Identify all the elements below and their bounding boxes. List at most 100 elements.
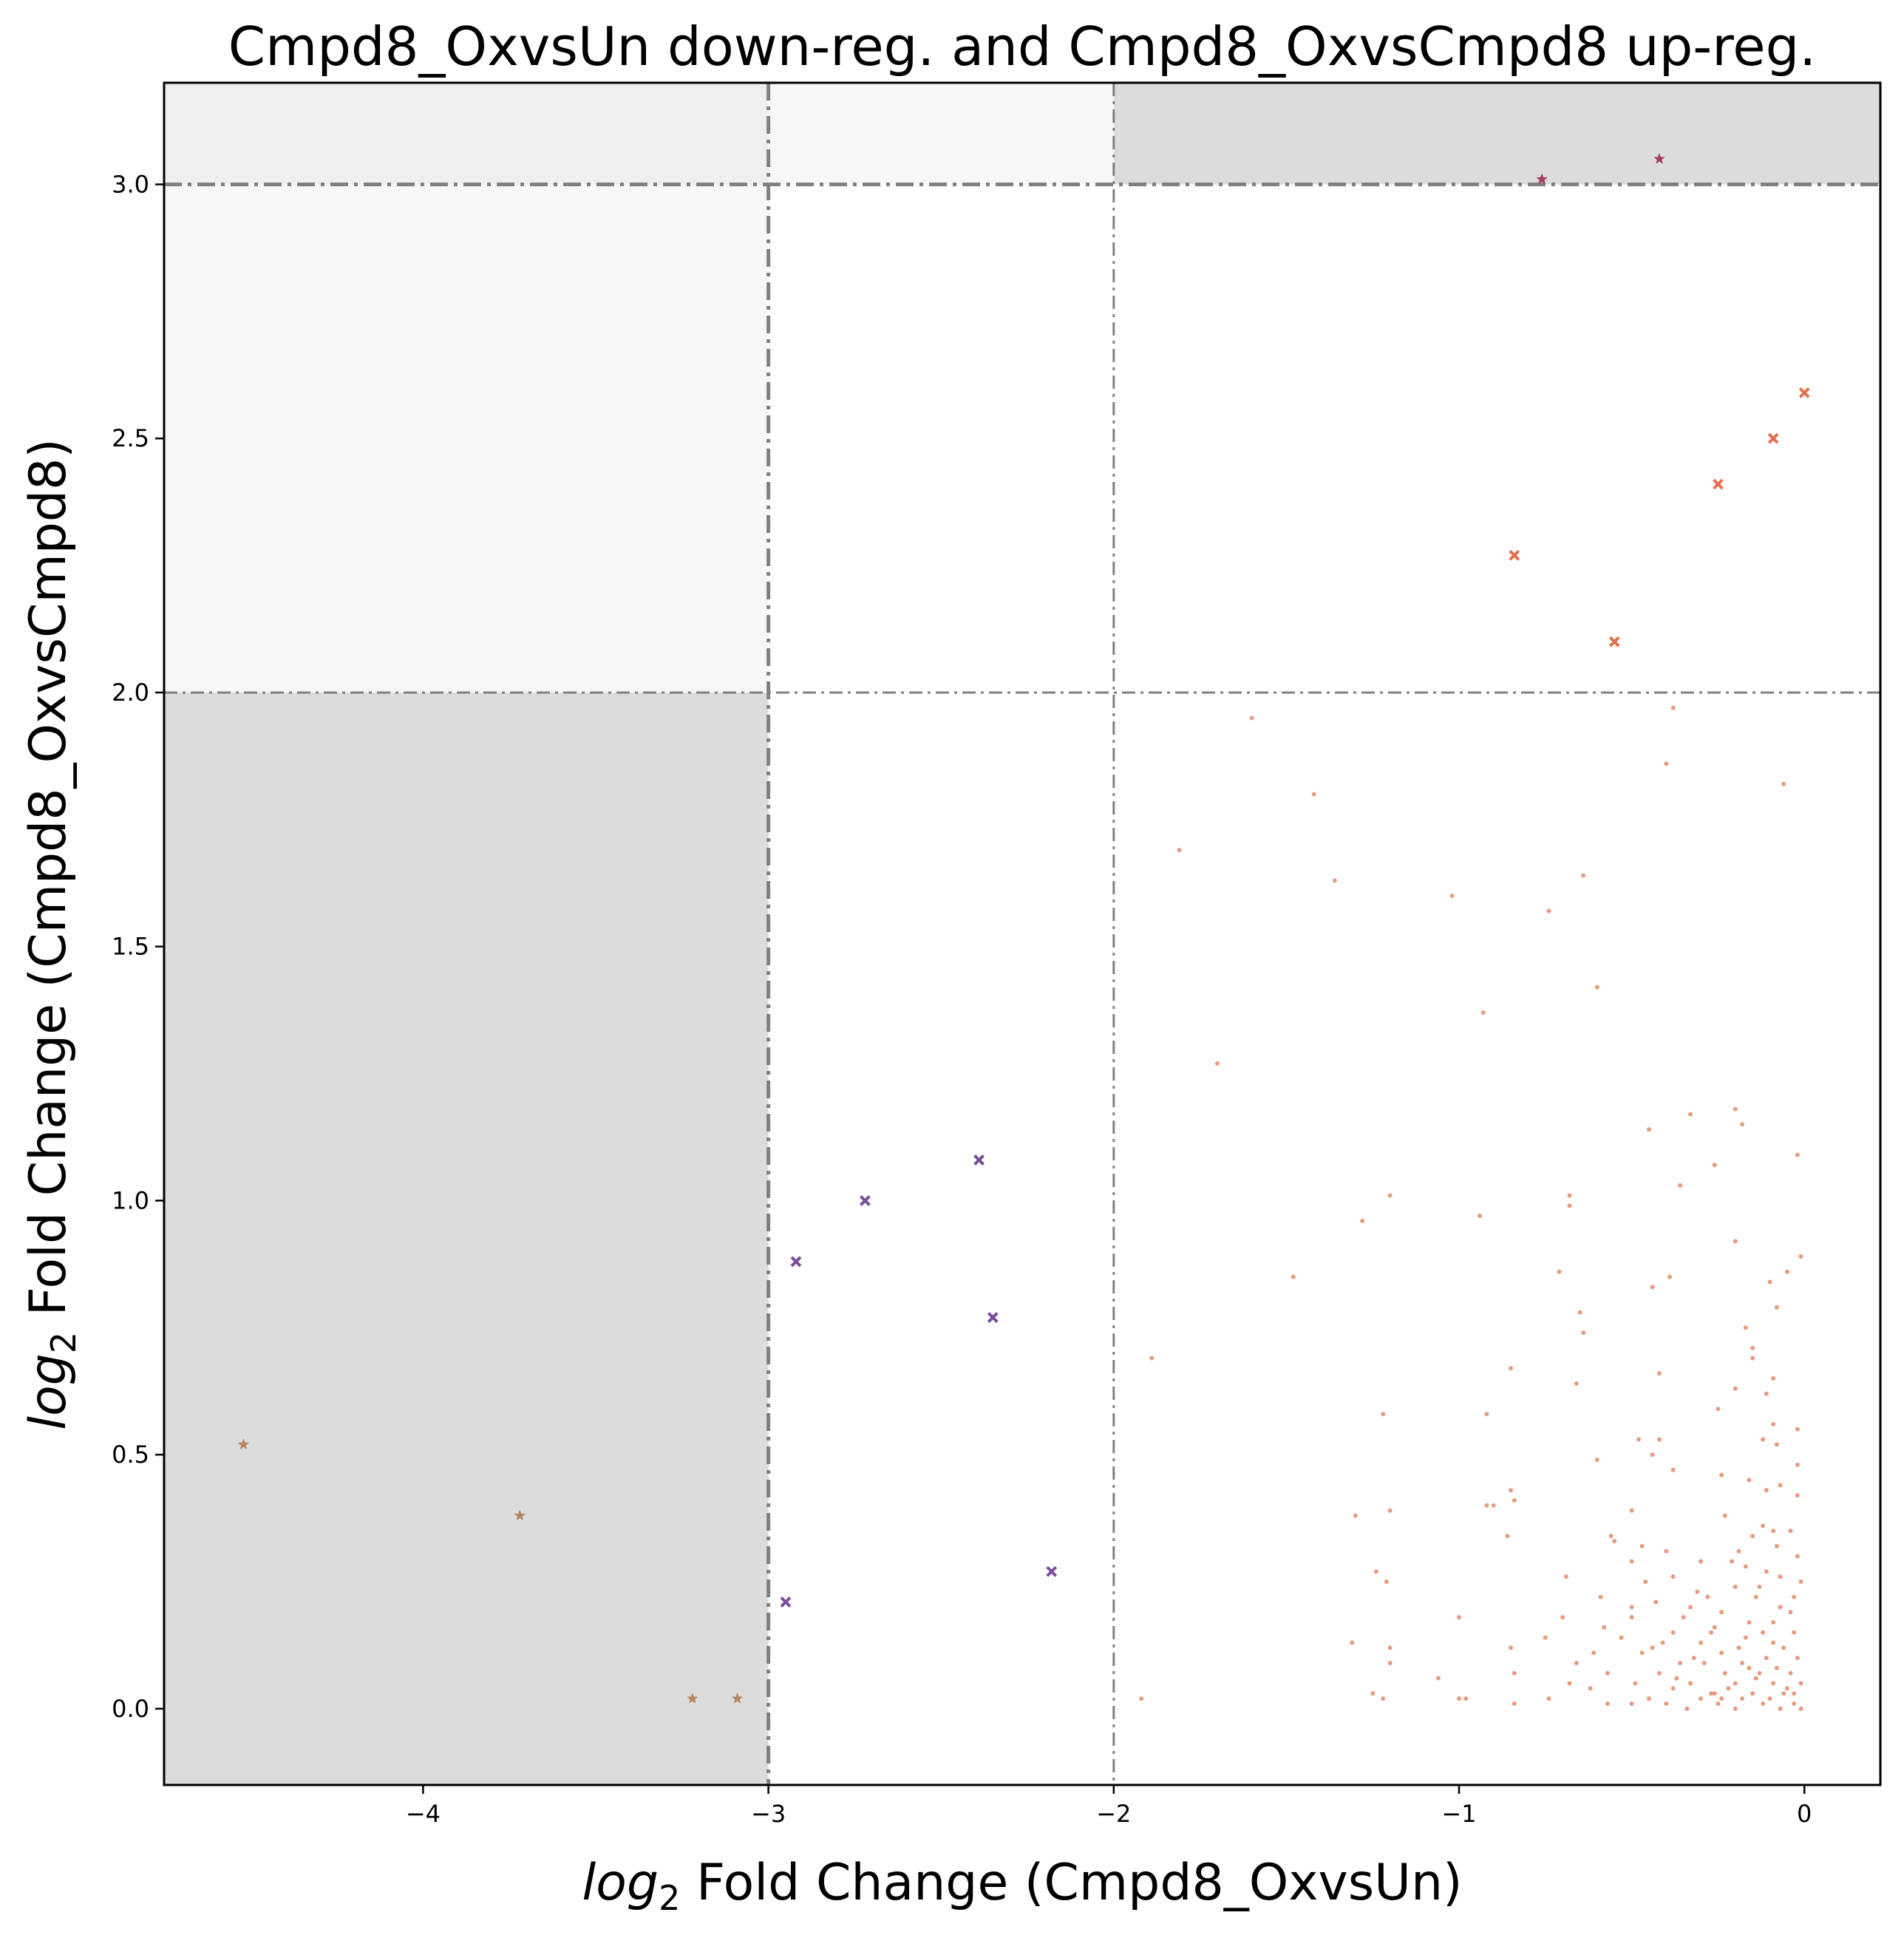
data-point-dot — [1688, 1112, 1693, 1117]
y-tick-label: 0.5 — [112, 1441, 149, 1469]
data-point-dot — [1664, 761, 1669, 766]
data-point-dot — [1701, 1661, 1707, 1666]
data-point-x — [780, 1596, 792, 1608]
data-point-dot — [1387, 1661, 1393, 1666]
data-point-dot — [1788, 1528, 1793, 1534]
data-point-dot — [1602, 1625, 1607, 1630]
data-point-dot — [1605, 1701, 1610, 1707]
data-point-dot — [1670, 1467, 1676, 1472]
data-point-dot — [1629, 1615, 1634, 1620]
data-point-dot — [1795, 1656, 1800, 1661]
data-point-dot — [1639, 1543, 1645, 1548]
data-point-dot — [1757, 1670, 1762, 1676]
x-tick-label: −2 — [1096, 1800, 1131, 1828]
data-point-dot — [1774, 1543, 1779, 1548]
data-point-dot — [1712, 1163, 1717, 1168]
data-point-dot — [1381, 1412, 1386, 1417]
data-point-dot — [1771, 1528, 1776, 1534]
data-point-dot — [1740, 1122, 1745, 1127]
data-point-dot — [1771, 1376, 1776, 1381]
data-point-dot — [1594, 984, 1599, 990]
data-point-dot — [1177, 848, 1182, 853]
data-point-dot — [1449, 893, 1455, 898]
data-point-dot — [1457, 1696, 1462, 1701]
data-point-dot — [1784, 1686, 1789, 1691]
data-point-dot — [1629, 1508, 1634, 1513]
data-point-dot — [1733, 1386, 1738, 1391]
data-point-dot — [1740, 1696, 1745, 1701]
data-point-dot — [1747, 1477, 1752, 1483]
data-point-dot — [1678, 1661, 1683, 1666]
data-point-dot — [1664, 1548, 1669, 1554]
data-point-dot — [1457, 1615, 1462, 1620]
data-point-dot — [1719, 1472, 1724, 1477]
data-point-dot — [1795, 1462, 1800, 1467]
data-point-dot — [1577, 1310, 1582, 1315]
data-point-dot — [1733, 1584, 1738, 1589]
data-point-dot — [1639, 1650, 1645, 1656]
data-point-dot — [1387, 1508, 1393, 1513]
data-point-dot — [1619, 1635, 1624, 1640]
data-point-dot — [1778, 1605, 1783, 1610]
data-point-dot — [1291, 1274, 1296, 1279]
shaded-region-3 — [164, 184, 769, 693]
data-point-dot — [1753, 1676, 1758, 1681]
chart-title: Cmpd8_OxvsUn down-reg. and Cmpd8_OxvsCmp… — [228, 16, 1816, 78]
x-axis-label-sub: 2 — [659, 1878, 680, 1918]
data-point-dot — [1750, 1534, 1755, 1539]
data-point-dot — [1629, 1559, 1634, 1564]
x-tick-label: −1 — [1441, 1800, 1476, 1828]
data-point-dot — [1761, 1523, 1766, 1528]
x-axis-label-rest: Fold Change (Cmpd8_OxvsUn) — [680, 1854, 1462, 1912]
data-point-dot — [1353, 1513, 1358, 1518]
data-point-dot — [1699, 1696, 1704, 1701]
data-point-dot — [1581, 1330, 1586, 1336]
data-point-dot — [1567, 1193, 1572, 1198]
data-point-dot — [1591, 1650, 1597, 1656]
data-point-x — [1608, 636, 1620, 647]
data-point-dot — [1598, 1594, 1603, 1599]
data-point-dot — [1667, 1274, 1673, 1279]
data-point-dot — [1684, 1706, 1690, 1711]
data-point-dot — [1719, 1610, 1724, 1615]
data-point-dot — [1778, 1574, 1783, 1579]
data-point-dot — [1778, 1706, 1783, 1711]
data-point-dot — [1563, 1574, 1568, 1579]
data-point-dot — [1463, 1696, 1469, 1701]
x-axis-label-log: log — [582, 1854, 659, 1912]
data-point-dot — [1709, 1691, 1714, 1696]
data-point-dot — [1771, 1620, 1776, 1625]
y-tick-label: 1.5 — [112, 933, 149, 961]
data-point-dot — [1750, 1356, 1755, 1361]
data-point-dot — [1546, 908, 1551, 914]
threshold-lines — [164, 83, 1880, 1785]
data-point-dot — [1557, 1269, 1562, 1274]
shaded-region-0 — [164, 83, 769, 185]
data-point-dot — [1712, 1691, 1717, 1696]
data-point-dot — [1767, 1279, 1772, 1285]
data-point-dot — [1788, 1670, 1793, 1676]
data-point-dot — [1750, 1691, 1755, 1696]
shaded-region-4 — [164, 692, 769, 1785]
data-point-dot — [1214, 1061, 1220, 1066]
data-point-dot — [1149, 1356, 1155, 1361]
data-point-dot — [1740, 1661, 1745, 1666]
data-point-dot — [1781, 781, 1786, 786]
data-point-dot — [1781, 1691, 1786, 1696]
data-point-dot — [1387, 1193, 1393, 1198]
data-point-dot — [1761, 1437, 1766, 1442]
data-point-x — [987, 1312, 999, 1323]
plot-frame — [163, 81, 1882, 1786]
data-point-dot — [1512, 1670, 1517, 1676]
data-point-dot — [1792, 1701, 1797, 1707]
data-point-dot — [1505, 1534, 1510, 1539]
data-point-dot — [1567, 1681, 1572, 1686]
data-point-dot — [1764, 1391, 1769, 1396]
data-point-dot — [1753, 1594, 1758, 1599]
y-tick-label: 2.0 — [112, 679, 149, 707]
data-point-dot — [1373, 1569, 1378, 1574]
data-point-dot — [1332, 878, 1337, 883]
data-point-dot — [1509, 1488, 1514, 1493]
data-point-dot — [1778, 1483, 1783, 1488]
data-point-dot — [1719, 1650, 1724, 1656]
